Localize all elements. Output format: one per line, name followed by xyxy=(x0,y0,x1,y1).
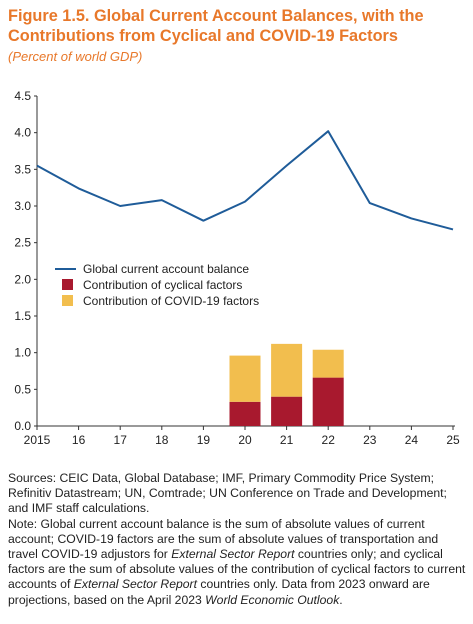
note-text: Note: Global current account balance is … xyxy=(8,517,468,608)
y-tick-label: 2.5 xyxy=(14,236,31,250)
series-line-current-account xyxy=(36,130,454,231)
note-part-d: . xyxy=(339,592,343,607)
x-tick-label: 2015 xyxy=(24,433,51,447)
bar-covid xyxy=(229,355,261,402)
x-tick-label: 22 xyxy=(322,433,336,447)
y-tick-label: 0.0 xyxy=(14,419,31,433)
x-tick-label: 18 xyxy=(155,433,169,447)
x-tick-label: 23 xyxy=(363,433,377,447)
legend-label-cyclical: Contribution of cyclical factors xyxy=(83,278,242,292)
y-tick-label: 1.0 xyxy=(14,346,31,360)
note-italic-c: World Economic Outlook xyxy=(205,592,340,607)
y-tick-label: 3.0 xyxy=(14,199,31,213)
x-tick-label: 25 xyxy=(446,433,460,447)
note-italic-b: External Sector Report xyxy=(73,577,198,592)
chart-title: Figure 1.5. Global Current Account Balan… xyxy=(8,7,424,45)
x-tick-label: 17 xyxy=(114,433,128,447)
bar-cyclical xyxy=(312,377,344,426)
bar-covid xyxy=(312,349,344,378)
x-tick-label: 16 xyxy=(72,433,86,447)
y-tick-label: 4.0 xyxy=(14,126,31,140)
x-tick-label: 19 xyxy=(197,433,211,447)
y-tick-label: 3.5 xyxy=(14,162,31,176)
x-tick-label: 24 xyxy=(405,433,419,447)
y-tick-label: 2.0 xyxy=(14,272,31,286)
chart-area: 0.0 0.5 1.0 1.5 2.0 2.5 3.0 3.5 4.0 4.5 2015 16 17 18… xyxy=(14,89,460,447)
note-italic-a: External Sector Report xyxy=(171,547,295,562)
source-notes: Sources: CEIC Data, Global Database; IMF… xyxy=(8,471,468,608)
bar-cyclical xyxy=(229,401,261,426)
x-tick-label: 21 xyxy=(280,433,294,447)
y-tick-label: 4.5 xyxy=(14,89,31,103)
note-part-b: countries only; and cyclical factors are… xyxy=(8,547,466,592)
y-tick-label: 1.5 xyxy=(14,309,31,323)
x-tick-label: 20 xyxy=(238,433,252,447)
y-tick-label: 0.5 xyxy=(14,382,31,396)
legend-swatch-cyclical xyxy=(62,279,73,290)
chart-subtitle: (Percent of world GDP) xyxy=(8,49,143,64)
bar-cyclical xyxy=(271,396,303,426)
note-part-c: countries only. Data from 2023 onward ar… xyxy=(8,577,430,607)
legend-swatch-covid xyxy=(62,295,73,306)
note-part-a: Note: Global current account balance is … xyxy=(8,516,439,562)
legend-label-current-account: Global current account balance xyxy=(83,262,249,276)
bar-covid xyxy=(271,343,303,397)
sources-text: Sources: CEIC Data, Global Database; IMF… xyxy=(8,471,447,516)
legend-label-covid: Contribution of COVID-19 factors xyxy=(83,294,259,308)
